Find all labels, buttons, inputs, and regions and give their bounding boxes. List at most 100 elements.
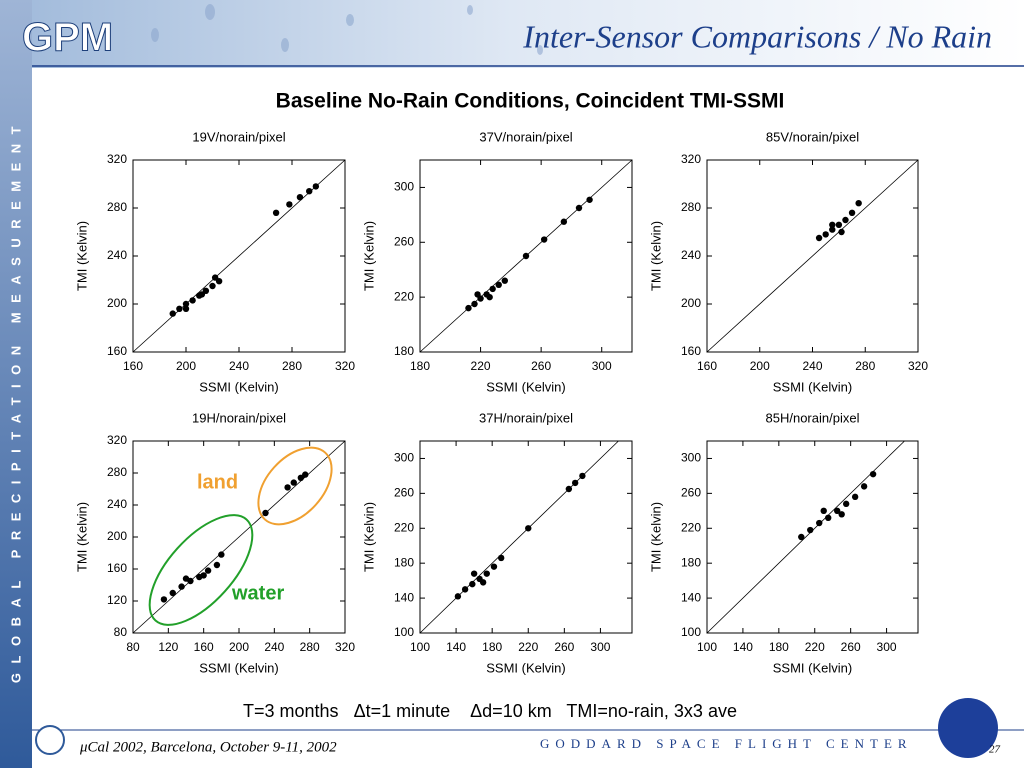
y-tick-label: 180 (394, 555, 414, 569)
point (290, 479, 297, 486)
point (479, 579, 487, 586)
x-tick-label: 80 (126, 640, 140, 654)
y-tick-label: 100 (394, 625, 414, 639)
x-tick-label: 260 (531, 359, 551, 373)
point (286, 201, 293, 208)
chart-title: 37H/norain/pixel (479, 410, 573, 425)
y-tick-label: 320 (107, 433, 127, 447)
point (209, 282, 216, 290)
y-tick-label: 280 (681, 200, 701, 214)
point (835, 221, 843, 228)
slide-title: Inter-Sensor Comparisons / No Rain (522, 18, 992, 54)
land-label: land (197, 471, 238, 493)
x-tick-label: 180 (482, 640, 502, 654)
y-tick-label: 220 (394, 289, 414, 303)
point (860, 483, 868, 490)
y-tick-label: 280 (107, 200, 127, 214)
sidebar (0, 0, 32, 768)
x-tick-label: 240 (802, 359, 822, 373)
y-tick-label: 220 (681, 520, 701, 534)
x-tick-label: 220 (471, 359, 491, 373)
x-tick-label: 320 (908, 359, 928, 373)
x-tick-label: 180 (769, 640, 789, 654)
point (822, 231, 829, 238)
point (829, 226, 836, 233)
chart-title: 19V/norain/pixel (192, 129, 285, 144)
y-tick-label: 320 (107, 152, 127, 166)
point (825, 514, 832, 521)
x-tick-label: 100 (410, 640, 430, 654)
point (838, 511, 845, 518)
y-tick-label: 220 (394, 520, 414, 534)
x-tick-label: 220 (805, 640, 825, 654)
point (284, 484, 291, 491)
point (218, 551, 225, 558)
land-ellipse (257, 446, 333, 526)
y-tick-label: 240 (107, 497, 127, 511)
x-axis-label: SSMI (Kelvin) (199, 660, 278, 675)
x-tick-label: 280 (855, 359, 875, 373)
point (176, 305, 183, 312)
point (586, 196, 593, 203)
globe-icon (35, 725, 65, 755)
x-tick-label: 220 (518, 640, 538, 654)
x-tick-label: 300 (877, 640, 897, 654)
point (471, 300, 478, 308)
point (312, 183, 320, 190)
plot-frame (419, 440, 633, 634)
point (160, 596, 168, 603)
x-tick-label: 240 (229, 359, 249, 373)
point (470, 570, 478, 577)
point (571, 479, 579, 487)
point (182, 305, 190, 312)
heading: Baseline No-Rain Conditions, Coincident … (276, 90, 785, 113)
point (200, 572, 207, 579)
point (495, 281, 502, 288)
point (848, 209, 856, 216)
point (272, 209, 280, 216)
y-tick-label: 280 (107, 465, 127, 479)
y-tick-label: 320 (681, 152, 701, 166)
x-tick-label: 140 (733, 640, 753, 654)
one-to-one-line (132, 159, 346, 353)
point (169, 310, 176, 317)
footer-center: GODDARD SPACE FLIGHT CENTER (540, 736, 913, 751)
chart-title: 85V/norain/pixel (766, 129, 859, 144)
point (297, 474, 305, 481)
point (497, 554, 505, 562)
point (807, 526, 814, 534)
x-axis-label: SSMI (Kelvin) (486, 379, 565, 394)
x-axis-label: SSMI (Kelvin) (773, 379, 852, 394)
nasa-logo (938, 698, 998, 758)
one-to-one-line (706, 159, 919, 353)
x-tick-label: 280 (300, 640, 320, 654)
point (178, 583, 185, 590)
x-tick-label: 200 (176, 359, 196, 373)
y-tick-label: 240 (681, 248, 701, 262)
y-tick-label: 260 (681, 486, 701, 500)
point (833, 507, 841, 515)
y-tick-label: 100 (681, 625, 701, 639)
x-tick-label: 100 (697, 640, 717, 654)
y-tick-label: 300 (394, 180, 414, 194)
y-tick-label: 300 (394, 451, 414, 465)
point (182, 300, 190, 308)
one-to-one-line (419, 440, 619, 634)
point (483, 570, 490, 577)
point (869, 470, 877, 478)
point (842, 500, 850, 508)
point (465, 304, 472, 312)
point (575, 204, 583, 212)
water-label: water (231, 582, 284, 604)
y-tick-label: 160 (107, 344, 127, 358)
point (851, 493, 859, 501)
y-tick-label: 180 (681, 555, 701, 569)
x-tick-label: 320 (335, 640, 355, 654)
point (461, 586, 469, 593)
point (474, 291, 481, 298)
y-tick-label: 260 (394, 234, 414, 248)
x-tick-label: 120 (158, 640, 178, 654)
point (198, 291, 206, 298)
water-ellipse (148, 514, 254, 626)
